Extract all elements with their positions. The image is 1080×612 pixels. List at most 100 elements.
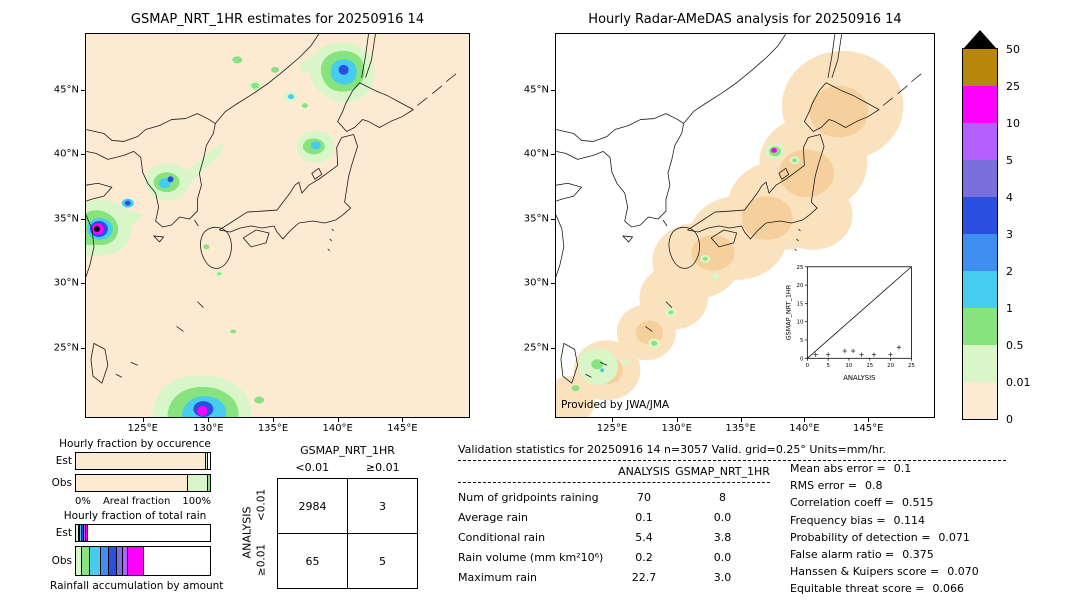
inset-ylabel: GSMAP_NRT_1HR	[785, 284, 793, 340]
stacked-bar	[75, 452, 211, 470]
scatter-point-marker	[859, 352, 864, 357]
y-tick-mark	[551, 348, 555, 349]
bar-segment	[187, 475, 207, 491]
inset-xlabel: ANALYSIS	[843, 374, 875, 382]
colorbar-tick-label: 1	[1006, 301, 1013, 315]
analysis-value: 5.4	[635, 530, 653, 544]
bar-segment	[76, 453, 206, 469]
y-tick-mark	[81, 90, 85, 91]
stat-label: Maximum rain	[458, 570, 537, 584]
radar-map: ANALYSIS GSMAP_NRT_1HR 0 5 10 15 20 25 0 5 10 15…	[524, 33, 935, 434]
analysis-value: 0.1	[635, 510, 653, 524]
colorbar-overflow-arrow-icon	[964, 30, 996, 48]
bar-segment	[84, 525, 87, 541]
stat-label: Conditional rain	[458, 530, 546, 544]
score-name: RMS error =	[790, 479, 857, 493]
validation-row: Rain volume (mm km²10⁶) 0.2 0.0	[458, 547, 770, 567]
stat-label: Average rain	[458, 510, 528, 524]
gsmap-map: 125°E 130°E 135°E 140°E 145°E 45°N 40°N 35°N 30°…	[54, 33, 470, 434]
score-name: False alarm ratio =	[790, 547, 895, 561]
inset-tick-label: 15	[797, 301, 804, 307]
contingency-col-header: <0.01	[295, 461, 330, 474]
stacked-bar	[75, 474, 211, 492]
x-tick-label: 140°E	[789, 423, 820, 434]
x-tick-mark	[337, 418, 339, 422]
colorbar-segments	[962, 48, 998, 420]
score-line: False alarm ratio = 0.375	[790, 548, 979, 565]
bar-row-est: Est	[50, 452, 220, 470]
colorbar-tick-label: 5	[1006, 153, 1013, 167]
inset-scatter: ANALYSIS GSMAP_NRT_1HR 0 5 10 15 20 25 0 5 10 15…	[783, 260, 917, 385]
y-tick-label: 30°N	[523, 277, 549, 289]
y-tick-mark	[551, 90, 555, 91]
colorbar-tick-label: 0.5	[1006, 338, 1024, 352]
inset-tick-label: 5	[800, 338, 803, 344]
colorbar-tick-label: 10	[1006, 116, 1020, 130]
stacked-bar	[75, 546, 211, 576]
analysis-value: 70	[637, 490, 651, 504]
scatter-point-marker	[842, 348, 847, 354]
bar-segment	[108, 547, 117, 575]
gsmap-background	[86, 34, 469, 417]
x-tick-mark	[804, 418, 806, 422]
bar-segment	[86, 525, 210, 541]
inset-scatter-points	[813, 345, 902, 357]
stat-label: Rain volume (mm km²10⁶)	[458, 550, 604, 564]
score-name: Correlation coeff =	[790, 496, 894, 510]
axis-max-label: 100%	[182, 496, 211, 507]
dashed-divider	[458, 460, 1006, 461]
x-tick-mark	[273, 418, 275, 422]
bar-segment	[126, 547, 143, 575]
colorbar-segment	[963, 345, 997, 382]
bar-row-obs: Obs	[50, 546, 220, 576]
gsmap-map-canvas	[86, 34, 469, 417]
gsmap-value: 3.8	[713, 530, 732, 544]
score-line: Mean abs error = 0.1	[790, 462, 979, 479]
y-tick-label: 45°N	[53, 84, 79, 96]
y-tick-mark	[551, 219, 555, 220]
x-tick-mark	[142, 418, 144, 422]
scatter-point-marker	[850, 348, 856, 354]
score-value: 0.066	[932, 582, 964, 596]
validation-row: Average rain 0.1 0.0	[458, 507, 770, 527]
inset-tick-label: 10	[797, 320, 804, 326]
analysis-column-header: ANALYSIS	[618, 465, 670, 478]
score-line: Correlation coeff = 0.515	[790, 496, 979, 513]
gsmap-map-title: GSMAP_NRT_1HR estimates for 20250916 14	[130, 12, 425, 27]
colorbar: 50 25 10 5 4 3 2 1 0.5 0.01 0	[962, 30, 1052, 426]
colorbar-segment	[963, 234, 997, 271]
inset-tick-label: 25	[908, 363, 915, 369]
colorbar-tick-label: 25	[1006, 79, 1020, 93]
bar-row-obs: Obs	[50, 474, 220, 492]
validation-row: Conditional rain 5.4 3.8	[458, 527, 770, 547]
inset-tick-label: 25	[797, 265, 804, 271]
bar-segment	[206, 475, 210, 491]
colorbar-segment	[963, 86, 997, 123]
totalrain-chart-title: Hourly fraction of total rain	[63, 510, 207, 522]
x-tick-label: 125°E	[596, 423, 628, 434]
inset-y-ticks: 0 5 10 15 20 25	[797, 265, 808, 362]
y-tick-mark	[551, 283, 555, 284]
score-line: RMS error = 0.8	[790, 479, 979, 496]
scatter-point-marker	[888, 352, 893, 357]
score-line: Probability of detection = 0.071	[790, 531, 979, 548]
bar-segment	[76, 525, 78, 541]
bar-row-label: Est	[55, 527, 72, 539]
bar-segment	[79, 525, 82, 541]
validation-row: Maximum rain 22.7 3.0	[458, 567, 770, 587]
contingency-cell: 5	[348, 534, 418, 589]
colorbar-tick-label: 50	[1006, 42, 1020, 56]
bar-segment	[83, 525, 85, 541]
colorbar-tick-label: 4	[1006, 190, 1013, 204]
gsmap-precip-blobs	[86, 42, 375, 417]
score-name: Equitable threat score =	[790, 582, 925, 596]
score-line: Frequency bias = 0.114	[790, 514, 979, 531]
bar-segment	[77, 525, 80, 541]
x-tick-mark	[868, 418, 870, 422]
colorbar-tick-label: 0	[1006, 412, 1013, 426]
bar-segment	[100, 547, 109, 575]
contingency-cell: 2984	[278, 479, 348, 534]
bar-row-label: Obs	[51, 477, 72, 489]
score-line: Equitable threat score = 0.066	[790, 582, 979, 599]
gsmap-value: 0.0	[713, 550, 732, 564]
